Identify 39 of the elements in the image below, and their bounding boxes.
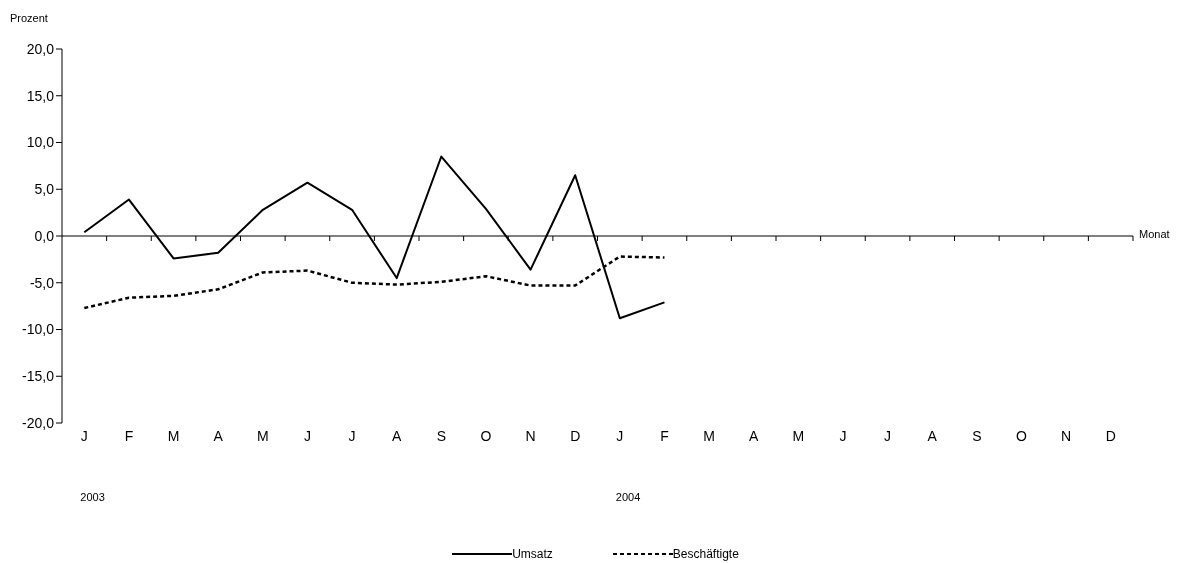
- y-tick-label: -15,0: [22, 368, 55, 385]
- x-tick-label: S: [436, 427, 446, 444]
- x-tick-label: M: [256, 427, 269, 444]
- y-tick-label: 20,0: [26, 40, 55, 57]
- x-tick-label: M: [792, 427, 805, 444]
- x-tick-label: D: [570, 427, 581, 444]
- x-tick-label: F: [660, 427, 669, 444]
- y-tick-label: 10,0: [26, 134, 55, 151]
- x-tick-label: J: [884, 427, 892, 444]
- y-tick-label: -5,0: [29, 274, 55, 291]
- x-axis-title: Monat: [1139, 228, 1170, 240]
- x-tick-label: O: [480, 427, 492, 444]
- x-tick-label: J: [839, 427, 847, 444]
- x-tick-label: F: [124, 427, 134, 444]
- x-tick-label: N: [1061, 427, 1072, 444]
- legend-label: Beschäftigte: [672, 547, 739, 561]
- x-tick-label: J: [303, 427, 311, 444]
- y-tick-label: 0,0: [34, 227, 55, 244]
- y-tick-label: 15,0: [26, 87, 55, 104]
- x-tick-label: J: [616, 427, 624, 444]
- x-tick-label: N: [525, 427, 536, 444]
- x-tick-label: D: [1105, 427, 1116, 444]
- x-tick-label: M: [167, 427, 180, 444]
- y-axis-title: Prozent: [10, 12, 48, 24]
- x-tick-label: M: [703, 427, 715, 444]
- y-tick-label: -10,0: [22, 321, 55, 338]
- y-tick-label: 5,0: [34, 181, 55, 198]
- text: 2003: [80, 491, 105, 503]
- y-tick-label: -20,0: [22, 414, 55, 431]
- text: 2004: [615, 491, 641, 503]
- x-tick-label: A: [392, 427, 403, 444]
- x-tick-label: S: [972, 427, 982, 444]
- legend-label: Umsatz: [512, 547, 553, 561]
- x-tick-label: A: [927, 427, 938, 444]
- x-tick-label: A: [749, 427, 760, 444]
- x-tick-label: O: [1015, 427, 1027, 444]
- x-tick-label: J: [348, 427, 356, 444]
- x-tick-label: A: [213, 427, 224, 444]
- x-tick-label: J: [80, 427, 88, 444]
